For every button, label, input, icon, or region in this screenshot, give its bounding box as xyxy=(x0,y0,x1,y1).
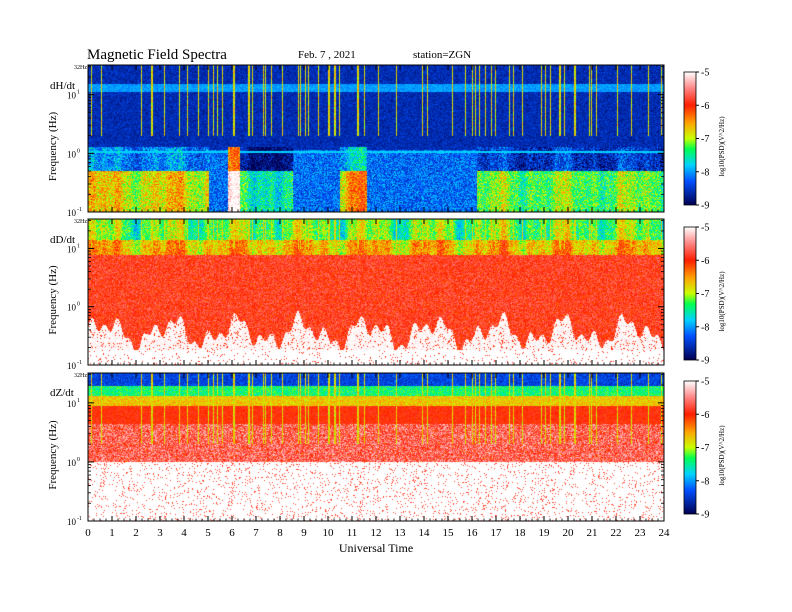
colorbar-tick-label: -8 xyxy=(701,322,709,333)
x-tick-label: 17 xyxy=(491,527,503,539)
x-tick-label: 23 xyxy=(635,527,647,539)
colorbar-tick-label: -6 xyxy=(701,410,709,421)
y-tick-label: 10 xyxy=(67,303,77,313)
y-tick-exponent: 1 xyxy=(77,243,80,249)
channel-label-dh: dH/dt xyxy=(50,80,75,92)
y-tick-exponent: 0 xyxy=(77,457,80,463)
colorbar-tick-label: -8 xyxy=(701,476,709,487)
chart-station: station=ZGN xyxy=(413,49,471,61)
colorbar-tick-label: -9 xyxy=(701,510,709,521)
x-tick-label: 0 xyxy=(85,527,91,539)
colorbar-tick-label: -6 xyxy=(701,256,709,267)
x-tick-label: 3 xyxy=(157,527,163,539)
channel-label-dz: dZ/dt xyxy=(50,387,74,399)
y-tick-exponent: 0 xyxy=(77,302,80,308)
y-axis-label: Frequency (Hz) xyxy=(47,265,59,335)
colorbars: -5 -6 -7 -8 -9 log10(PSD)(V^2/Hz) -5 -6 -7 -8 -9 lo… xyxy=(683,68,726,521)
x-tick-label: 4 xyxy=(181,527,187,539)
x-tick-label: 8 xyxy=(277,527,283,539)
x-tick-label: 13 xyxy=(395,527,407,539)
colorbar-tick-label: -9 xyxy=(701,201,709,212)
x-tick-label: 16 xyxy=(467,527,479,539)
x-tick-label: 6 xyxy=(229,527,235,539)
colorbar-label: log10(PSD)(V^2/Hz) xyxy=(718,116,726,177)
colorbar-label: log10(PSD)(V^2/Hz) xyxy=(718,271,726,332)
colorbar-tick-label: -7 xyxy=(701,134,709,145)
y-tick-label: 10 xyxy=(67,91,77,101)
x-tick-label: 14 xyxy=(419,527,431,539)
y-top-label: 32Hz xyxy=(74,219,87,225)
x-axis-label: Universal Time xyxy=(339,541,413,555)
colorbar-tick-label: -9 xyxy=(701,356,709,367)
colorbar-tick-label: -5 xyxy=(701,223,709,234)
y-tick-label: 10 xyxy=(67,399,77,409)
colorbar-tick-label: -7 xyxy=(701,443,709,454)
y-tick-label: 10 xyxy=(67,517,77,527)
spectrogram-dh xyxy=(88,65,664,212)
colorbar xyxy=(683,71,697,206)
channel-label-dd: dD/dt xyxy=(50,234,75,246)
x-tick-label: 15 xyxy=(443,527,455,539)
spectrogram-dz xyxy=(88,373,664,521)
x-tick-label: 9 xyxy=(301,527,307,539)
y-tick-exponent: -1 xyxy=(77,360,82,366)
x-tick-label: 10 xyxy=(323,527,335,539)
y-top-label: 32Hz xyxy=(74,373,87,379)
colorbar-tick-label: -5 xyxy=(701,68,709,79)
x-tick-label: 12 xyxy=(371,527,382,539)
y-tick-exponent: 1 xyxy=(77,398,80,404)
colorbar-tick-label: -8 xyxy=(701,167,709,178)
y-axis-label: Frequency (Hz) xyxy=(47,420,59,490)
y-top-label: 32Hz xyxy=(74,65,87,71)
colorbar-tick-label: -7 xyxy=(701,289,709,300)
y-tick-label: 10 xyxy=(67,244,77,254)
colorbar-tick-label: -6 xyxy=(701,101,709,112)
chart-title: Magnetic Field Spectra xyxy=(87,47,227,63)
chart-date: Feb. 7 , 2021 xyxy=(298,49,356,61)
colorbar-label: log10(PSD)(V^2/Hz) xyxy=(718,425,726,486)
x-tick-label: 11 xyxy=(347,527,358,539)
y-axis-label: Frequency (Hz) xyxy=(47,112,59,182)
x-tick-label: 1 xyxy=(109,527,115,539)
x-tick-label: 22 xyxy=(611,527,622,539)
spectrogram-dd xyxy=(88,219,664,365)
y-tick-label: 10 xyxy=(67,458,77,468)
x-tick-label: 21 xyxy=(587,527,598,539)
y-tick-exponent: 1 xyxy=(77,90,80,96)
x-axis: 0 1 2 3 4 5 6 7 8 9 10 11 12 13 14 15 16 17 18 19 20 21 22 23 24 xyxy=(85,65,670,539)
y-tick-exponent: 0 xyxy=(77,148,80,154)
x-tick-label: 7 xyxy=(253,527,259,539)
colorbar xyxy=(683,226,697,361)
y-tick-label: 10 xyxy=(67,208,77,218)
y-tick-label: 10 xyxy=(67,361,77,371)
x-tick-label: 18 xyxy=(515,527,527,539)
colorbar-tick-label: -5 xyxy=(701,377,709,388)
y-tick-exponent: -1 xyxy=(77,516,82,522)
y-tick-label: 10 xyxy=(67,149,77,159)
x-tick-label: 24 xyxy=(659,527,671,539)
x-tick-label: 20 xyxy=(563,527,575,539)
y-tick-exponent: -1 xyxy=(77,207,82,213)
colorbar xyxy=(683,380,697,515)
x-tick-label: 5 xyxy=(205,527,211,539)
x-tick-label: 2 xyxy=(133,527,139,539)
x-tick-label: 19 xyxy=(539,527,551,539)
